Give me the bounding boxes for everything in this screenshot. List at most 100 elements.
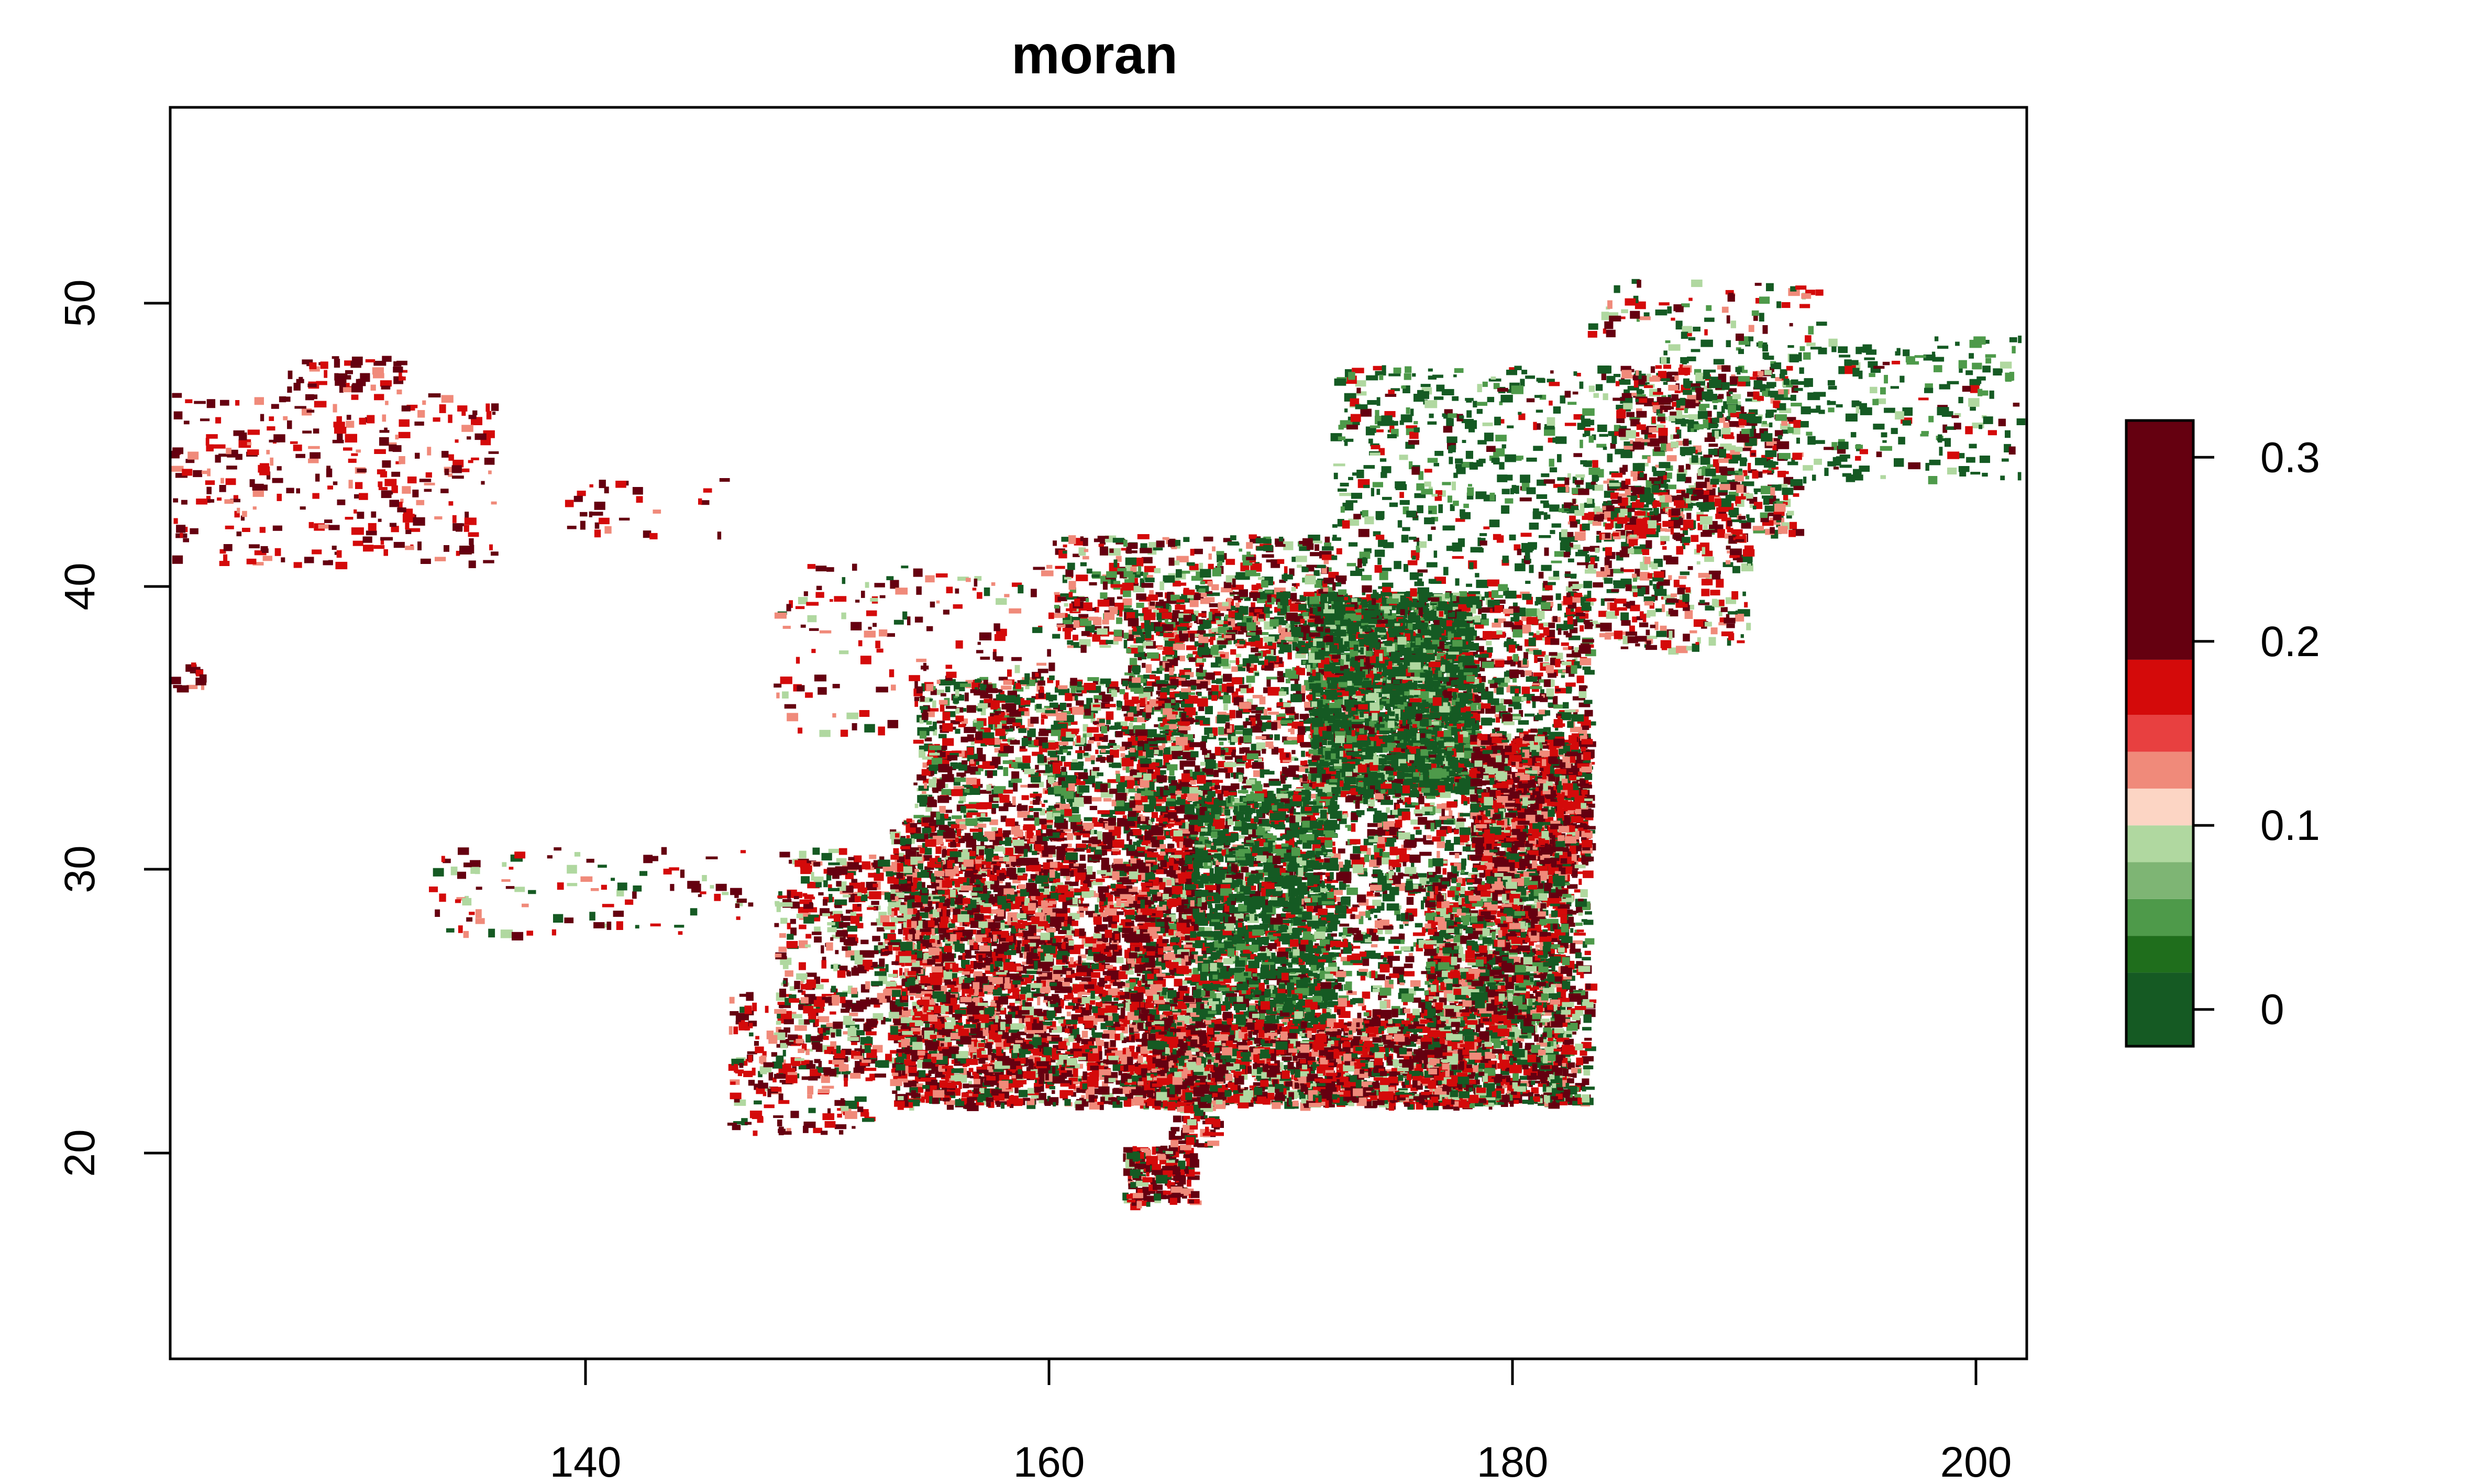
raster-cell [1373,928,1378,933]
raster-cell [1246,753,1258,760]
raster-cell [1230,649,1236,655]
raster-cell [1391,863,1401,868]
raster-cell [1558,603,1562,611]
raster-cell [1243,728,1253,736]
raster-cell [1367,808,1377,812]
raster-cell [1561,642,1569,646]
raster-cell [1456,818,1466,822]
raster-cell [1302,774,1307,782]
raster-cell [1478,611,1482,614]
raster-cell [1407,797,1411,804]
raster-cell [1267,686,1280,696]
raster-cell [1401,989,1408,994]
raster-cell [1582,725,1589,730]
raster-cell [1261,727,1266,732]
raster-cell [1229,660,1241,663]
raster-cell [1578,691,1587,698]
raster-cell [1375,812,1388,822]
raster-cell [1583,1014,1592,1023]
raster-cell [1221,683,1227,692]
raster-cell [1555,727,1559,731]
raster-cell [1512,930,1523,936]
raster-cell [1437,851,1440,858]
raster-cell [1340,957,1353,962]
raster-cell [1399,854,1410,862]
raster-cell [1239,684,1249,689]
raster-cell [1286,679,1290,683]
raster-cell [1296,666,1300,675]
raster-cell [1377,937,1385,941]
raster-cell [1481,614,1487,620]
raster-cell [1584,670,1595,675]
raster-cell [1437,841,1445,848]
raster-cell [1266,679,1271,687]
raster-cell [1454,836,1460,845]
raster-cell [1360,999,1364,1002]
raster-cell [1290,684,1301,691]
raster-cell [1534,715,1543,721]
raster-cell [1127,948,1132,957]
raster-cell [1167,798,1176,802]
raster-cell [1238,631,1244,635]
raster-cell [1262,749,1266,754]
raster-cell [1463,936,1472,940]
raster-cell [1267,943,1277,949]
raster-cell [1573,710,1578,717]
raster-cell [1297,766,1309,772]
raster-cell [1296,774,1299,778]
raster-cell [1141,1051,1148,1057]
raster-cell [1472,931,1483,935]
raster-cell [1585,1087,1595,1090]
raster-cell [1406,896,1414,905]
raster-cell [1479,650,1492,657]
raster-cell [1555,593,1561,600]
raster-cell [1244,1087,1249,1090]
raster-cell [1271,722,1277,730]
raster-cell [1575,952,1582,959]
raster-cell [1444,843,1454,851]
raster-cell [1578,912,1583,916]
raster-cell [1217,714,1226,724]
raster-cell [1575,922,1583,926]
raster-cell [1266,650,1271,654]
raster-cell [1584,1037,1592,1041]
raster-cell [1426,795,1435,799]
raster-cell [1379,964,1390,973]
raster-cell [1566,1034,1572,1037]
raster-cell [1357,1013,1362,1019]
raster-cell [1212,780,1216,785]
raster-cell [1570,928,1574,933]
raster-cell [1379,1001,1387,1009]
raster-cell [1411,862,1415,868]
raster-cell [1122,844,1131,850]
raster-cell [1583,714,1589,722]
raster-cell [1142,662,1146,668]
raster-cell [1287,723,1295,726]
raster-cell [1345,981,1352,985]
raster-cell [1188,680,1198,686]
raster-cell [1409,915,1414,921]
raster-cell [1245,718,1249,722]
raster-cell [1432,858,1443,867]
raster-cell [1580,889,1588,898]
raster-cell [1404,964,1413,968]
raster-cell [1197,775,1206,784]
raster-cell [1582,957,1591,961]
raster-cell [1571,665,1577,674]
raster-cell [1235,710,1242,718]
raster-cell [1197,698,1208,707]
raster-cell [1353,846,1361,854]
raster-cell [1530,686,1542,689]
raster-cell [1437,804,1448,809]
raster-cell [1209,733,1213,737]
raster-cell [1564,710,1576,713]
raster-cell [1409,876,1419,879]
raster-cell [1538,623,1543,630]
raster-cell [1578,879,1582,885]
raster-cell [1584,710,1593,717]
raster-cell [1580,972,1584,979]
raster-cell [1576,1057,1583,1066]
raster-cell [1460,813,1470,817]
raster-cell [1544,710,1550,716]
raster-cell [1513,613,1520,620]
